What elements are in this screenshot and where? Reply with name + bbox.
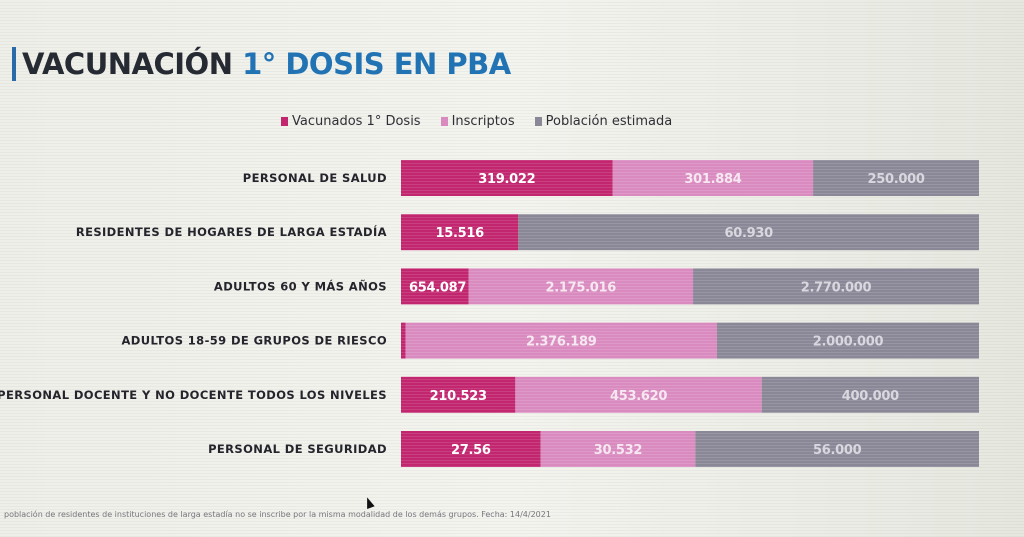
bar-chart: PERSONAL DE SALUD 319.022 301.884 250.000 RE… <box>0 160 979 467</box>
category-label: PERSONAL DE SEGURIDAD <box>208 442 387 456</box>
legend-label-inscriptos: Inscriptos <box>451 113 515 129</box>
legend-swatch-inscriptos <box>440 116 448 126</box>
data-label: 400.000 <box>842 389 899 404</box>
data-label: 60.930 <box>724 226 773 241</box>
bar-segment-texture <box>401 214 519 251</box>
bar-row: ADULTOS 60 Y MÁS AÑOS 654.087 2.175.016 2.7… <box>214 268 979 305</box>
category-label: PERSONAL DOCENTE Y NO DOCENTE TODOS LOS … <box>0 388 387 402</box>
bar-row: PERSONAL DOCENTE Y NO DOCENTE TODOS LOS … <box>0 376 979 413</box>
bar-segment-texture <box>515 376 762 413</box>
legend-swatch-poblacion <box>534 116 542 126</box>
legend-item-poblacion: Población estimada <box>534 113 673 129</box>
data-label: 30.532 <box>594 443 642 458</box>
legend-item-inscriptos: Inscriptos <box>440 113 515 129</box>
bar-row: ADULTOS 18-59 DE GRUPOS DE RIESCO55.2272… <box>121 322 979 359</box>
category-label: ADULTOS 18-59 DE GRUPOS DE RIESCO <box>121 334 387 348</box>
footnote: población de residentes de instituciones… <box>4 510 551 519</box>
data-label: 250.000 <box>867 172 924 187</box>
title-text: VACUNACIÓN 1° DOSIS EN PBA <box>22 47 511 81</box>
chart-legend: Vacunados 1° Dosis Inscriptos Población … <box>281 112 672 130</box>
bar-segment-texture <box>716 322 979 359</box>
bar-segment-texture <box>518 214 979 251</box>
data-label: 2.000.000 <box>813 335 884 350</box>
data-label: 453.620 <box>610 389 667 404</box>
bar-segment-texture <box>695 431 979 467</box>
data-label: 2.175.016 <box>546 280 617 295</box>
data-label: 210.523 <box>430 389 487 404</box>
bar-segment-texture <box>813 160 979 196</box>
bar-segment-texture <box>405 322 717 359</box>
bar-row: PERSONAL DE SALUD 319.022 301.884 250.000 <box>243 160 979 196</box>
category-label: ADULTOS 60 Y MÁS AÑOS <box>214 278 387 293</box>
category-label: RESIDENTES DE HOGARES DE LARGA ESTADÍA <box>76 224 387 239</box>
bar-segment-texture <box>612 160 814 196</box>
legend-swatch-vacunados <box>281 116 288 126</box>
data-label: 301.884 <box>684 172 741 187</box>
bar-segment-texture <box>401 322 406 359</box>
data-label: 319.022 <box>478 172 535 187</box>
category-label: PERSONAL DE SALUD <box>243 171 387 185</box>
bar-segment-texture <box>401 268 469 305</box>
data-label: 2.770.000 <box>801 280 872 295</box>
bar-segment-texture <box>761 376 979 413</box>
bar-segment-texture <box>468 268 694 305</box>
page-title: VACUNACIÓN 1° DOSIS EN PBA <box>12 44 511 84</box>
title-accent: 1° DOSIS EN PBA <box>242 47 511 81</box>
bar-segment-texture <box>401 160 613 196</box>
data-label: 56.000 <box>813 443 862 458</box>
legend-item-vacunados: Vacunados 1° Dosis <box>281 114 421 129</box>
bar-segment-texture <box>540 431 696 467</box>
bar-segment-texture <box>693 268 979 305</box>
data-label: 27.56 <box>451 443 491 458</box>
legend-label-vacunados: Vacunados 1° Dosis <box>292 113 421 129</box>
title-accent-bar <box>12 47 16 81</box>
data-label: 2.376.189 <box>526 335 597 350</box>
data-label: 15.516 <box>435 226 484 241</box>
bar-segment-texture <box>401 431 541 467</box>
bar-row: RESIDENTES DE HOGARES DE LARGA ESTADÍA 15… <box>76 214 979 251</box>
title-main: VACUNACIÓN <box>22 47 233 81</box>
bar-segment-texture <box>401 376 516 413</box>
data-label: 654.087 <box>409 280 466 295</box>
bar-row: PERSONAL DE SEGURIDAD 27.56 30.532 56.000 <box>208 431 979 467</box>
legend-label-poblacion: Población estimada <box>545 113 673 129</box>
